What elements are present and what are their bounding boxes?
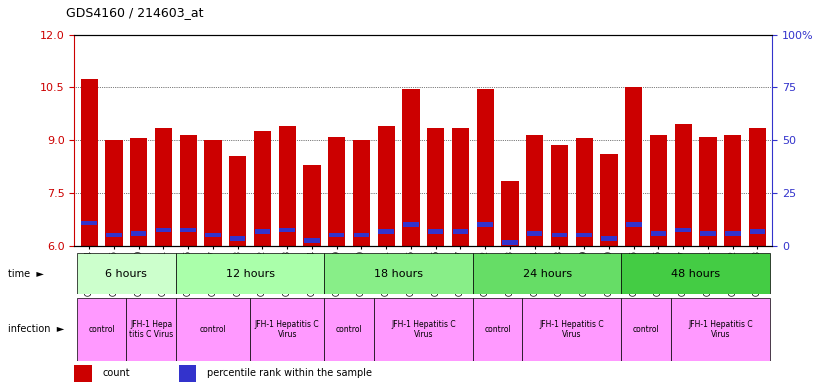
Bar [551, 146, 568, 246]
Bar [675, 124, 692, 246]
Bar [626, 222, 642, 227]
Bar [750, 229, 765, 234]
Text: percentile rank within the sample: percentile rank within the sample [207, 368, 372, 379]
Bar [650, 135, 667, 246]
Bar [725, 231, 740, 236]
Bar [651, 231, 667, 236]
Bar [77, 298, 126, 361]
Text: 24 hours: 24 hours [523, 268, 572, 279]
Bar [278, 126, 296, 246]
Bar [552, 233, 567, 237]
Bar [601, 154, 618, 246]
Bar [749, 128, 767, 246]
Bar [107, 233, 121, 237]
Text: control: control [633, 325, 659, 334]
Text: time  ►: time ► [8, 268, 44, 279]
Text: 6 hours: 6 hours [106, 268, 147, 279]
Text: JFH-1 Hepatitis C
Virus: JFH-1 Hepatitis C Virus [391, 319, 456, 339]
Bar [74, 365, 92, 382]
Bar [700, 137, 717, 246]
Bar [205, 233, 221, 237]
Bar [452, 128, 469, 246]
Bar [154, 128, 172, 246]
Text: JFH-1 Hepatitis C
Virus: JFH-1 Hepatitis C Virus [688, 319, 752, 339]
Bar [325, 253, 472, 294]
Bar [472, 298, 522, 361]
Bar [625, 88, 643, 246]
Bar [377, 126, 395, 246]
Bar [621, 253, 770, 294]
Text: 18 hours: 18 hours [374, 268, 423, 279]
Bar [676, 228, 691, 232]
Bar [527, 231, 543, 236]
Text: JFH-1 Hepatitis C
Virus: JFH-1 Hepatitis C Virus [255, 319, 320, 339]
Bar [77, 253, 176, 294]
Bar [402, 89, 420, 246]
Text: control: control [484, 325, 511, 334]
Bar [621, 298, 671, 361]
Bar [304, 238, 320, 243]
Bar [329, 233, 344, 237]
Bar [204, 140, 221, 246]
Bar [250, 298, 325, 361]
Text: control: control [335, 325, 363, 334]
Bar [82, 220, 97, 225]
Bar [577, 233, 592, 237]
Bar [403, 222, 419, 227]
Bar [131, 231, 146, 236]
Text: JFH-1 Hepatitis C
Virus: JFH-1 Hepatitis C Virus [539, 319, 604, 339]
Bar [453, 229, 468, 234]
Bar [229, 156, 246, 246]
Bar [501, 180, 519, 246]
Bar [179, 365, 197, 382]
Text: GDS4160 / 214603_at: GDS4160 / 214603_at [66, 6, 203, 19]
Text: 48 hours: 48 hours [671, 268, 720, 279]
Bar [254, 229, 270, 234]
Bar [522, 298, 621, 361]
Bar [155, 228, 171, 232]
Bar [671, 298, 770, 361]
Bar [176, 253, 325, 294]
Bar [700, 231, 716, 236]
Bar [427, 128, 444, 246]
Bar [378, 229, 394, 234]
Bar [105, 140, 122, 246]
Bar [180, 228, 196, 232]
Bar [601, 237, 617, 241]
Bar [428, 229, 444, 234]
Bar [130, 138, 147, 246]
Bar [303, 165, 320, 246]
Bar [526, 135, 544, 246]
Bar [176, 298, 250, 361]
Bar [472, 253, 621, 294]
Bar [328, 137, 345, 246]
Bar [230, 237, 245, 241]
Bar [126, 298, 176, 361]
Bar [724, 135, 742, 246]
Text: 12 hours: 12 hours [225, 268, 274, 279]
Text: infection  ►: infection ► [8, 324, 64, 334]
Bar [502, 240, 518, 245]
Bar [80, 79, 97, 246]
Bar [254, 131, 271, 246]
Bar [477, 89, 494, 246]
Bar [353, 140, 370, 246]
Bar [477, 222, 493, 227]
Bar [179, 135, 197, 246]
Text: control: control [200, 325, 226, 334]
Bar [279, 228, 295, 232]
Bar [325, 298, 374, 361]
Text: JFH-1 Hepa
titis C Virus: JFH-1 Hepa titis C Virus [129, 319, 173, 339]
Bar [576, 138, 593, 246]
Text: count: count [102, 368, 130, 379]
Bar [374, 298, 472, 361]
Bar [354, 233, 369, 237]
Text: control: control [88, 325, 115, 334]
